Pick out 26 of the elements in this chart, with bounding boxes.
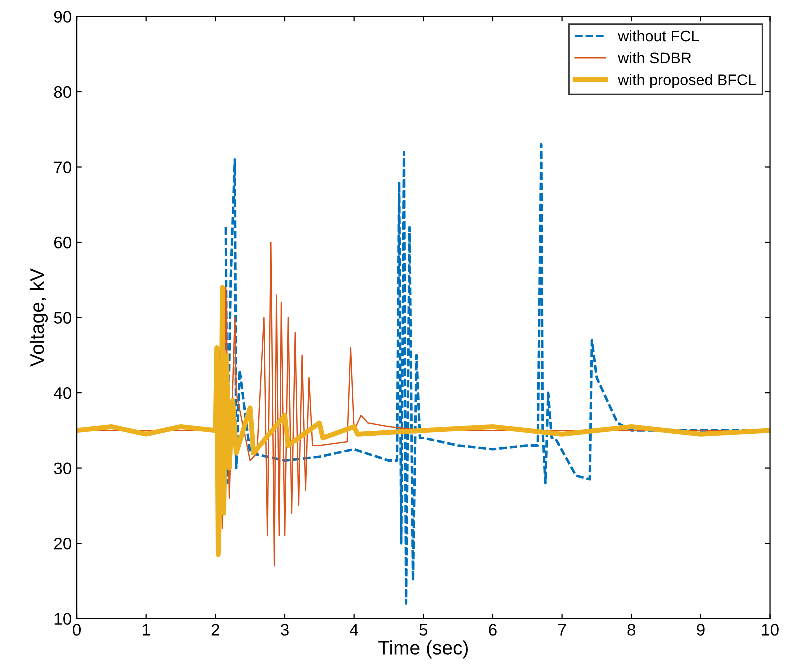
y-tick-label: 50 <box>54 312 72 324</box>
x-tick-label: 2 <box>212 624 220 636</box>
legend-label: without FCL <box>618 30 700 42</box>
x-tick-label: 5 <box>420 624 428 636</box>
legend-label: with SDBR <box>618 52 692 64</box>
x-tick-label: 1 <box>142 624 150 636</box>
y-tick-label: 40 <box>54 387 72 400</box>
line-series <box>77 285 770 558</box>
x-tick-label: 0 <box>73 624 82 636</box>
x-tick-label: 6 <box>489 624 497 636</box>
x-tick-label: 10 <box>762 624 779 636</box>
x-axis-title: Time (sec) <box>378 640 468 659</box>
x-tick-label: 3 <box>281 624 289 636</box>
legend-label: with proposed BFCL <box>618 74 756 88</box>
y-tick-label: 90 <box>54 11 72 23</box>
x-tick-label: 4 <box>350 624 358 636</box>
y-tick-label: 80 <box>54 86 72 98</box>
x-tick-label: 9 <box>697 624 705 636</box>
x-tick-label: 8 <box>628 624 636 636</box>
y-tick-label: 10 <box>54 613 72 626</box>
y-tick-label: 20 <box>54 538 72 550</box>
y-tick-label: 60 <box>54 236 72 249</box>
y-tick-label: 30 <box>54 462 72 475</box>
y-tick-label: 70 <box>54 162 72 174</box>
y-axis-title: Voltage, kV <box>30 268 48 367</box>
x-tick-label: 7 <box>558 624 566 636</box>
